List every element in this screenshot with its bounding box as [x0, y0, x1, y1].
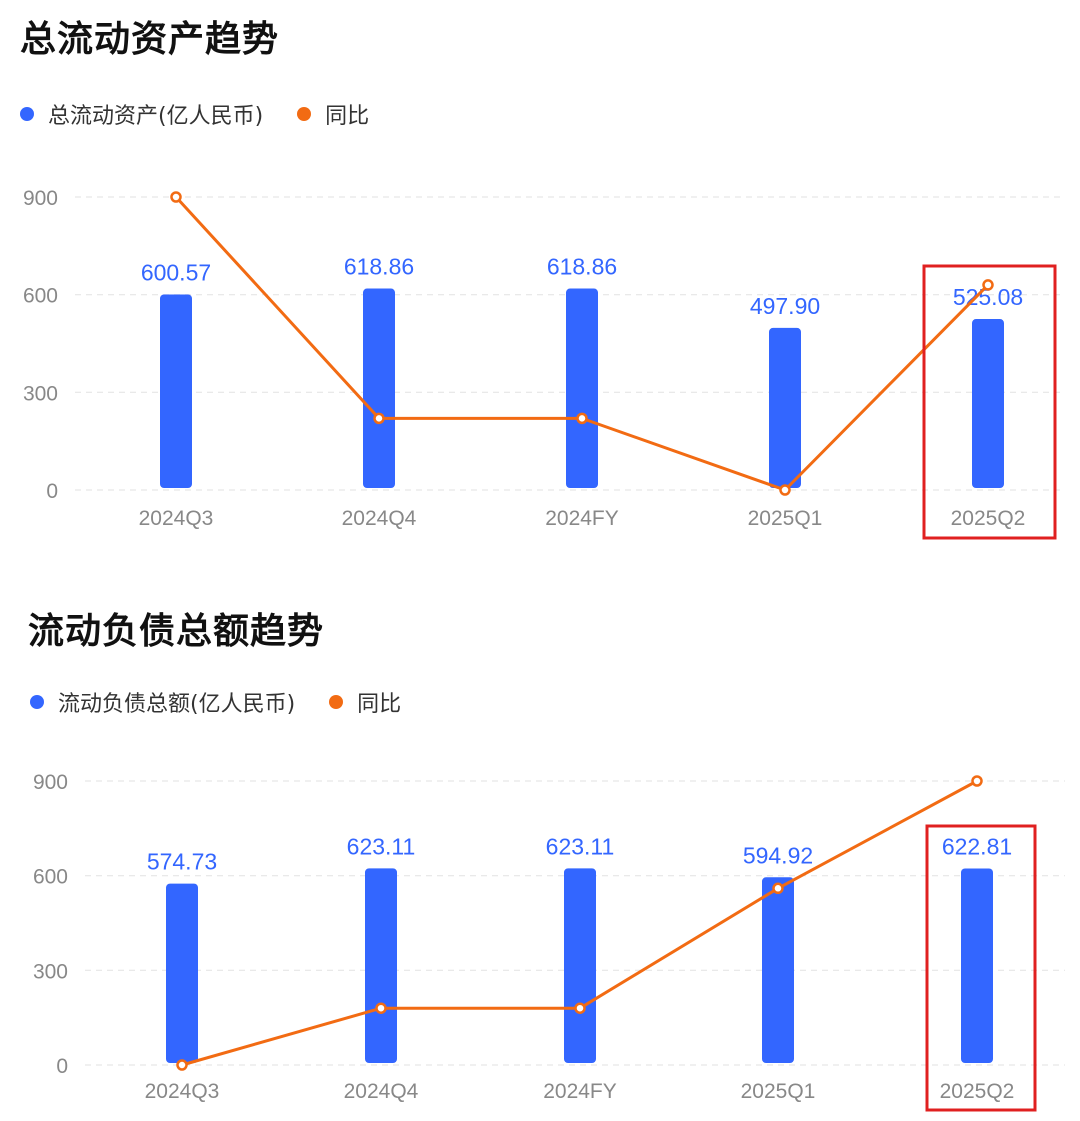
bar [365, 868, 397, 1063]
bar-value-label: 623.11 [546, 833, 615, 859]
highlight-box [925, 824, 1037, 1112]
chart-1: 总流动资产趋势 总流动资产(亿人民币) 同比 900 600 300 0 600.57 2… [0, 0, 1080, 560]
bar-value-label: 574.73 [147, 849, 217, 875]
legend-bar-label: 流动负债总额(亿人民币) [58, 692, 296, 717]
legend-line-label: 同比 [357, 692, 402, 717]
bar-value-label: 623.11 [347, 833, 416, 859]
legend-bar-marker [20, 107, 34, 121]
bar [160, 294, 192, 488]
x-tick-label: 2024Q3 [139, 507, 214, 530]
line-point [971, 775, 983, 787]
line-point [576, 412, 588, 425]
bar-value-label: 618.86 [547, 254, 617, 280]
line-point [170, 191, 182, 203]
plot-area: 900 600 300 0 574.73 2024Q3 623.11 2024Q4 623.11… [33, 771, 1065, 1112]
chart-title: 总流动资产趋势 [20, 19, 280, 60]
line-point [375, 1002, 387, 1014]
bar [566, 288, 598, 488]
legend: 流动负债总额(亿人民币) 同比 [30, 686, 435, 718]
legend-item-line[interactable]: 同比 [329, 686, 401, 718]
y-tick-label: 0 [56, 1055, 68, 1078]
y-tick-label: 900 [33, 771, 68, 794]
bar-value-label: 497.90 [750, 293, 820, 319]
legend-item-line[interactable]: 同比 [297, 98, 369, 130]
bar [762, 877, 794, 1063]
bar-value-label: 600.57 [141, 259, 211, 285]
bar-value-label: 618.86 [344, 254, 414, 280]
x-tick-label: 2024Q4 [344, 1080, 419, 1103]
bar [961, 868, 993, 1063]
legend-line-marker [297, 107, 312, 121]
chart-2: 流动负债总额趋势 流动负债总额(亿人民币) 同比 900 600 300 0 574.7… [0, 560, 1080, 1121]
line-point [982, 279, 994, 291]
bar [564, 868, 596, 1063]
legend-bar-label: 总流动资产(亿人民币) [48, 104, 264, 129]
bar-value-label: 594.92 [743, 842, 813, 868]
x-tick-label: 2024FY [545, 507, 619, 530]
y-tick-label: 900 [23, 187, 58, 210]
y-tick-label: 600 [33, 866, 68, 889]
x-tick-label: 2024FY [543, 1080, 617, 1103]
x-tick-label: 2025Q2 [951, 507, 1026, 530]
bar [769, 327, 801, 488]
legend-line-marker [329, 695, 344, 709]
x-tick-label: 2025Q1 [741, 1080, 816, 1103]
x-tick-label: 2024Q4 [342, 507, 417, 530]
y-tick-label: 300 [33, 960, 68, 983]
chart-title: 流动负债总额趋势 [28, 611, 325, 652]
line-point [574, 1002, 586, 1014]
legend-item-bar[interactable]: 总流动资产(亿人民币) [20, 98, 263, 130]
line-point [373, 412, 385, 425]
y-tick-label: 600 [23, 285, 58, 308]
bar [972, 319, 1004, 488]
bar [166, 883, 198, 1063]
line-point [772, 882, 784, 895]
legend-item-bar[interactable]: 流动负债总额(亿人民币) [30, 686, 295, 718]
x-tick-label: 2024Q3 [145, 1080, 220, 1103]
y-tick-label: 0 [46, 480, 58, 503]
legend-bar-marker [30, 695, 44, 709]
legend: 总流动资产(亿人民币) 同比 [20, 98, 403, 130]
x-tick-label: 2025Q1 [748, 507, 823, 530]
y-tick-label: 300 [23, 382, 58, 405]
x-tick-label: 2025Q2 [940, 1080, 1015, 1103]
line-point [176, 1059, 188, 1071]
highlight-box [922, 264, 1057, 540]
bar-value-label: 622.81 [942, 833, 1012, 859]
legend-line-label: 同比 [325, 104, 370, 129]
line-point [779, 484, 791, 496]
plot-area: 900 600 300 0 600.57 2024Q3 618.86 2024Q4 618.86… [23, 187, 1065, 540]
bar [363, 288, 395, 488]
